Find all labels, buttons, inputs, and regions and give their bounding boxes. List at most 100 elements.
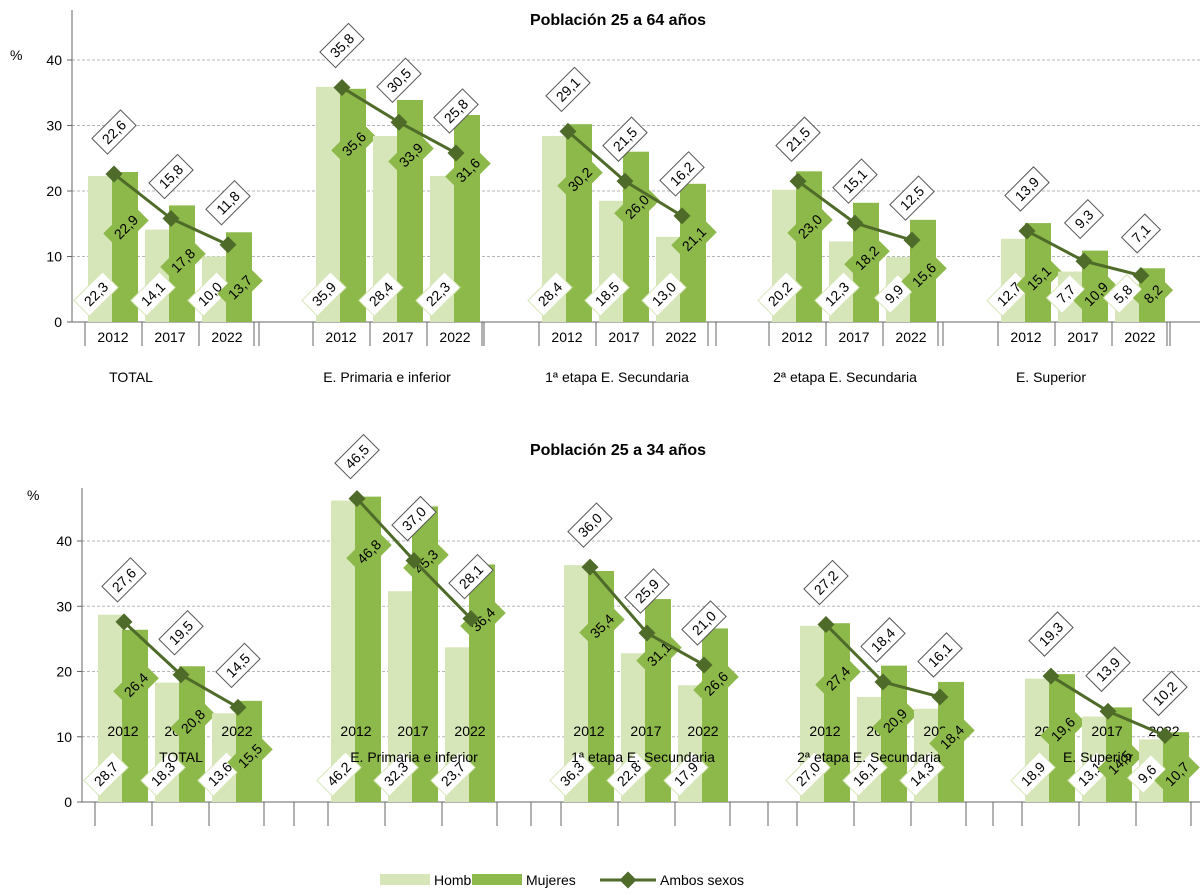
data-label-hombres-box bbox=[641, 271, 687, 317]
x-group-label: TOTAL bbox=[159, 749, 203, 765]
data-label-mujeres-box bbox=[844, 235, 890, 281]
data-label-ambos-box bbox=[1120, 213, 1162, 254]
category-group-4: 201220,223,021,5201712,318,215,120229,91… bbox=[757, 116, 947, 385]
data-label-ambos: 19,3 bbox=[1028, 611, 1074, 657]
data-label-mujeres-box bbox=[693, 660, 739, 707]
data-label-ambos-box bbox=[832, 158, 878, 204]
bar-mujeres bbox=[454, 115, 480, 323]
x-group-label: E. Superior bbox=[1063, 749, 1133, 765]
marker-ambos-sexos bbox=[229, 698, 247, 716]
data-label-hombres-box bbox=[1045, 273, 1087, 315]
x-tick-label-year: 2017 bbox=[397, 723, 428, 739]
legend-swatch bbox=[472, 874, 522, 885]
marker-ambos-sexos bbox=[817, 616, 835, 634]
data-label-hombres-box bbox=[663, 751, 709, 797]
data-label-hombres: 20,2 bbox=[757, 271, 803, 317]
data-label-ambos-box bbox=[659, 151, 705, 197]
data-label-ambos: 14,5 bbox=[215, 642, 261, 689]
data-label-hombres-box bbox=[415, 271, 461, 317]
y-tick-label: 40 bbox=[46, 52, 62, 68]
marker-ambos-sexos bbox=[219, 236, 237, 254]
x-tick-label-year: 2022 bbox=[211, 329, 242, 345]
data-label-ambos: 16,1 bbox=[917, 632, 963, 678]
data-label-hombres-box bbox=[316, 751, 362, 797]
x-group-label: 1ª etapa E. Secundaria bbox=[545, 369, 689, 385]
data-label-hombres: 23,7 bbox=[430, 751, 476, 797]
data-label-hombres-box bbox=[83, 751, 129, 797]
marker-ambos-sexos bbox=[162, 210, 180, 227]
legend-item-ambos-sexos: Ambos sexos bbox=[600, 871, 744, 889]
marker-ambos-sexos bbox=[1042, 667, 1060, 685]
data-label-hombres-box bbox=[130, 271, 176, 317]
x-tick-label-year: 2017 bbox=[630, 723, 661, 739]
data-label-ambos: 15,8 bbox=[148, 153, 194, 200]
bar-mujeres bbox=[824, 623, 850, 802]
data-label-ambos-box bbox=[602, 116, 648, 162]
data-label-ambos-box bbox=[391, 495, 437, 542]
data-label-ambos-box bbox=[545, 66, 591, 113]
data-label-ambos: 12,5 bbox=[889, 175, 935, 221]
x-tick-label-year: 2012 bbox=[781, 329, 812, 345]
x-tick-label-year: 2022 bbox=[454, 723, 485, 739]
data-label-hombres-box bbox=[430, 751, 476, 797]
data-label-ambos: 21,5 bbox=[775, 116, 821, 162]
data-label-hombres-box bbox=[187, 271, 233, 317]
x-tick-label-year: 2012 bbox=[809, 723, 840, 739]
data-label-mujeres-box bbox=[815, 655, 861, 701]
data-label-ambos-box bbox=[860, 617, 906, 663]
x-tick-label-year: 2022 bbox=[1124, 329, 1155, 345]
data-label-mujeres-box bbox=[103, 204, 149, 250]
data-label-hombres-box bbox=[140, 751, 186, 797]
data-label-ambos: 13,9 bbox=[1085, 646, 1131, 693]
bar-hombres bbox=[331, 500, 357, 802]
marker-ambos-sexos bbox=[172, 666, 190, 684]
marker-ambos-sexos bbox=[390, 113, 408, 131]
category-group-5: 201218,919,619,3201713,114,513,920229,61… bbox=[1010, 611, 1200, 826]
marker-ambos-sexos bbox=[638, 624, 656, 642]
data-label-hombres-box bbox=[814, 271, 860, 317]
y-tick-label: 0 bbox=[64, 794, 72, 810]
data-label-ambos: 9,3 bbox=[1063, 199, 1105, 240]
marker-ambos-sexos bbox=[462, 610, 480, 628]
data-label-mujeres-box bbox=[388, 132, 434, 178]
data-label-mujeres-box bbox=[1132, 273, 1174, 315]
x-group-label: E. Primaria e inferior bbox=[323, 369, 451, 385]
marker-ambos-sexos bbox=[115, 613, 133, 631]
data-label-ambos: 22,6 bbox=[91, 109, 137, 155]
data-label-mujeres-box bbox=[671, 216, 717, 262]
data-label-mujeres-box bbox=[170, 698, 216, 745]
data-label-mujeres-box bbox=[579, 603, 625, 649]
marker-ambos-sexos bbox=[903, 231, 921, 249]
data-label-hombres: 13,1 bbox=[1067, 751, 1113, 797]
data-label-ambos: 15,1 bbox=[832, 158, 878, 204]
data-label-ambos-box bbox=[215, 642, 261, 689]
y-tick-label: 30 bbox=[46, 118, 62, 134]
data-label-hombres-box bbox=[785, 751, 831, 797]
x-group-label: 2ª etapa E. Secundaria bbox=[797, 749, 941, 765]
legend-label: Mujeres bbox=[526, 872, 576, 888]
marker-ambos-sexos bbox=[874, 673, 892, 691]
x-tick-label-year: 2012 bbox=[1010, 329, 1041, 345]
x-group-label: 1ª etapa E. Secundaria bbox=[571, 749, 715, 765]
x-group-label: 2ª etapa E. Secundaria bbox=[773, 369, 917, 385]
data-label-ambos: 30,5 bbox=[376, 57, 422, 103]
data-label-hombres-box bbox=[527, 271, 573, 317]
data-label-ambos-box bbox=[205, 179, 251, 226]
data-label-hombres-box bbox=[1010, 751, 1056, 797]
data-label-hombres-box bbox=[358, 271, 404, 317]
data-label-ambos-box bbox=[101, 557, 147, 603]
data-label-ambos-box bbox=[624, 568, 670, 614]
x-tick-label-year: 2012 bbox=[551, 329, 582, 345]
marker-ambos-sexos bbox=[616, 172, 634, 190]
data-label-ambos: 19,5 bbox=[158, 609, 204, 656]
x-group-label: E. Primaria e inferior bbox=[350, 749, 478, 765]
x-tick-label-year: 2012 bbox=[97, 329, 128, 345]
data-label-ambos: 10,2 bbox=[1142, 670, 1188, 717]
data-label-ambos: 27,2 bbox=[803, 559, 849, 606]
chart-panel-2: Población 25 a 34 años%010203040201228,7… bbox=[27, 433, 1200, 826]
marker-ambos-sexos bbox=[405, 552, 423, 570]
x-tick-label-year: 2022 bbox=[687, 723, 718, 739]
data-label-mujeres-box bbox=[346, 528, 392, 575]
data-label-hombres-box bbox=[606, 751, 652, 797]
